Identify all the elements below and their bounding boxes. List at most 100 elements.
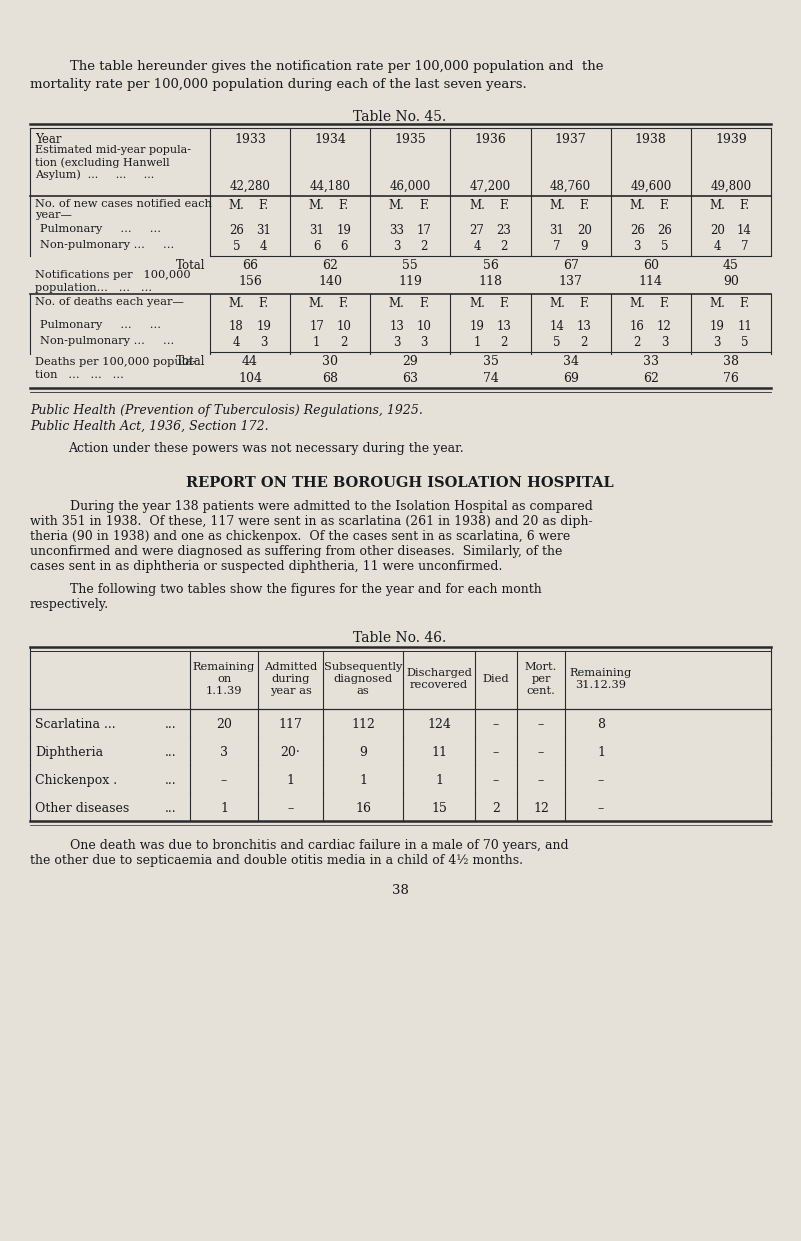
Text: Notifications per   100,000: Notifications per 100,000 xyxy=(35,271,191,280)
Text: 4: 4 xyxy=(260,240,268,253)
Text: 7: 7 xyxy=(741,240,748,253)
Text: Non-pulmonary ...     ...: Non-pulmonary ... ... xyxy=(40,240,175,249)
Text: 2: 2 xyxy=(501,336,508,349)
Text: During the year 138 patients were admitted to the Isolation Hospital as compared: During the year 138 patients were admitt… xyxy=(70,500,593,513)
Text: ...: ... xyxy=(165,802,177,815)
Text: as: as xyxy=(356,686,369,696)
Text: 2: 2 xyxy=(492,802,500,815)
Text: 3: 3 xyxy=(220,746,228,759)
Text: No. of deaths each year—: No. of deaths each year— xyxy=(35,297,184,307)
Text: 20: 20 xyxy=(216,719,232,731)
Text: Scarlatina ...: Scarlatina ... xyxy=(35,719,115,731)
Text: 20: 20 xyxy=(710,223,725,237)
Text: 31.12.39: 31.12.39 xyxy=(575,680,626,690)
Text: per: per xyxy=(531,674,551,684)
Text: One death was due to bronchitis and cardiac failure in a male of 70 years, and: One death was due to bronchitis and card… xyxy=(70,839,569,853)
Text: F.: F. xyxy=(579,199,590,212)
Text: 38: 38 xyxy=(723,355,739,369)
Text: 76: 76 xyxy=(723,372,739,385)
Text: 74: 74 xyxy=(482,372,498,385)
Text: 4: 4 xyxy=(714,240,721,253)
Text: cent.: cent. xyxy=(526,686,555,696)
Text: Died: Died xyxy=(483,674,509,684)
Text: 117: 117 xyxy=(279,719,303,731)
Text: Public Health (Prevention of Tuberculosis) Regulations, 1925.: Public Health (Prevention of Tuberculosi… xyxy=(30,405,423,417)
Text: 60: 60 xyxy=(642,259,658,272)
Text: 11: 11 xyxy=(431,746,447,759)
Text: 1: 1 xyxy=(597,746,605,759)
Text: 3: 3 xyxy=(393,336,400,349)
Text: 13: 13 xyxy=(577,320,592,333)
Text: on: on xyxy=(217,674,231,684)
Text: 1: 1 xyxy=(220,802,228,815)
Text: 1935: 1935 xyxy=(394,133,426,146)
Text: 3: 3 xyxy=(393,240,400,253)
Text: 66: 66 xyxy=(242,259,258,272)
Text: 137: 137 xyxy=(559,276,582,288)
Text: F.: F. xyxy=(739,199,750,212)
Text: F.: F. xyxy=(499,199,509,212)
Text: 30: 30 xyxy=(322,355,338,369)
Text: Deaths per 100,000 popula-: Deaths per 100,000 popula- xyxy=(35,357,196,367)
Text: 67: 67 xyxy=(563,259,578,272)
Text: F.: F. xyxy=(659,199,670,212)
Text: M.: M. xyxy=(308,297,324,310)
Text: 2: 2 xyxy=(634,336,641,349)
Text: 119: 119 xyxy=(398,276,422,288)
Text: Table No. 46.: Table No. 46. xyxy=(353,630,447,645)
Text: The following two tables show the figures for the year and for each month: The following two tables show the figure… xyxy=(70,583,541,596)
Text: 62: 62 xyxy=(322,259,338,272)
Text: with 351 in 1938.  Of these, 117 were sent in as scarlatina (261 in 1938) and 20: with 351 in 1938. Of these, 117 were sen… xyxy=(30,515,593,527)
Text: 38: 38 xyxy=(392,884,409,897)
Text: 118: 118 xyxy=(478,276,502,288)
Text: REPORT ON THE BOROUGH ISOLATION HOSPITAL: REPORT ON THE BOROUGH ISOLATION HOSPITAL xyxy=(186,477,614,490)
Text: 48,760: 48,760 xyxy=(550,180,591,194)
Text: tion   ...   ...   ...: tion ... ... ... xyxy=(35,370,124,380)
Text: M.: M. xyxy=(710,199,725,212)
Text: 2: 2 xyxy=(421,240,428,253)
Text: 10: 10 xyxy=(417,320,432,333)
Text: respectively.: respectively. xyxy=(30,598,109,611)
Text: 20: 20 xyxy=(577,223,592,237)
Text: M.: M. xyxy=(228,199,244,212)
Text: 1936: 1936 xyxy=(474,133,506,146)
Text: 45: 45 xyxy=(723,259,739,272)
Text: Total: Total xyxy=(175,355,205,369)
Text: 4: 4 xyxy=(473,240,481,253)
Text: The table hereunder gives the notification rate per 100,000 population and  the: The table hereunder gives the notificati… xyxy=(70,60,603,73)
Text: 27: 27 xyxy=(469,223,485,237)
Text: 19: 19 xyxy=(710,320,725,333)
Text: 2: 2 xyxy=(581,336,588,349)
Text: F.: F. xyxy=(739,297,750,310)
Text: F.: F. xyxy=(339,297,349,310)
Text: 49,600: 49,600 xyxy=(630,180,671,194)
Text: 104: 104 xyxy=(238,372,262,385)
Text: during: during xyxy=(272,674,310,684)
Text: 31: 31 xyxy=(549,223,565,237)
Text: 15: 15 xyxy=(431,802,447,815)
Text: the other due to septicaemia and double otitis media in a child of 4½ months.: the other due to septicaemia and double … xyxy=(30,854,523,867)
Text: 3: 3 xyxy=(260,336,268,349)
Text: Estimated mid-year popula-: Estimated mid-year popula- xyxy=(35,145,191,155)
Text: 19: 19 xyxy=(336,223,352,237)
Text: 3: 3 xyxy=(714,336,721,349)
Text: Action under these powers was not necessary during the year.: Action under these powers was not necess… xyxy=(68,442,464,455)
Text: 56: 56 xyxy=(482,259,498,272)
Text: 19: 19 xyxy=(256,320,271,333)
Text: 3: 3 xyxy=(661,336,668,349)
Text: 29: 29 xyxy=(402,355,418,369)
Text: 2: 2 xyxy=(501,240,508,253)
Text: Total: Total xyxy=(175,259,205,272)
Text: theria (90 in 1938) and one as chickenpox.  Of the cases sent in as scarlatina, : theria (90 in 1938) and one as chickenpo… xyxy=(30,530,570,544)
Text: Remaining: Remaining xyxy=(193,661,256,671)
Text: 46,000: 46,000 xyxy=(390,180,431,194)
Text: 3: 3 xyxy=(634,240,641,253)
Text: M.: M. xyxy=(549,199,565,212)
Text: 6: 6 xyxy=(340,240,348,253)
Text: 12: 12 xyxy=(533,802,549,815)
Text: 34: 34 xyxy=(562,355,578,369)
Text: 9: 9 xyxy=(359,746,367,759)
Text: 8: 8 xyxy=(597,719,605,731)
Text: 31: 31 xyxy=(256,223,271,237)
Text: 23: 23 xyxy=(497,223,512,237)
